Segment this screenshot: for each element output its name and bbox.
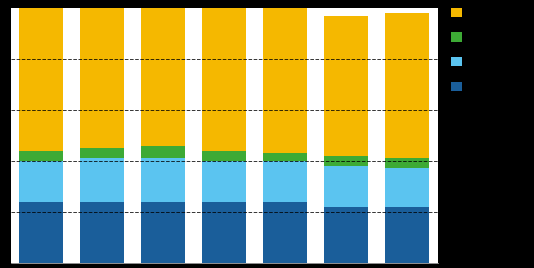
Bar [80, 8, 124, 148]
Bar [386, 207, 429, 263]
Bar [19, 8, 63, 151]
Bar [142, 202, 185, 263]
Bar [263, 202, 307, 263]
Bar [80, 148, 124, 158]
Bar [80, 202, 124, 263]
Bar [324, 16, 368, 156]
Bar [386, 169, 429, 207]
Bar [202, 161, 246, 202]
Bar [142, 146, 185, 158]
Bar [80, 158, 124, 202]
Bar [19, 202, 63, 263]
Bar [324, 207, 368, 263]
Bar [263, 8, 307, 153]
Bar [202, 151, 246, 161]
Bar [324, 156, 368, 166]
Bar [142, 8, 185, 146]
Bar [263, 161, 307, 202]
Bar [386, 13, 429, 158]
Bar [263, 153, 307, 161]
Bar [386, 158, 429, 169]
Bar [19, 161, 63, 202]
Bar [202, 8, 246, 151]
Bar [202, 202, 246, 263]
Bar [142, 158, 185, 202]
Bar [19, 151, 63, 161]
Bar [324, 166, 368, 207]
Legend: , , , : , , , [451, 8, 465, 92]
